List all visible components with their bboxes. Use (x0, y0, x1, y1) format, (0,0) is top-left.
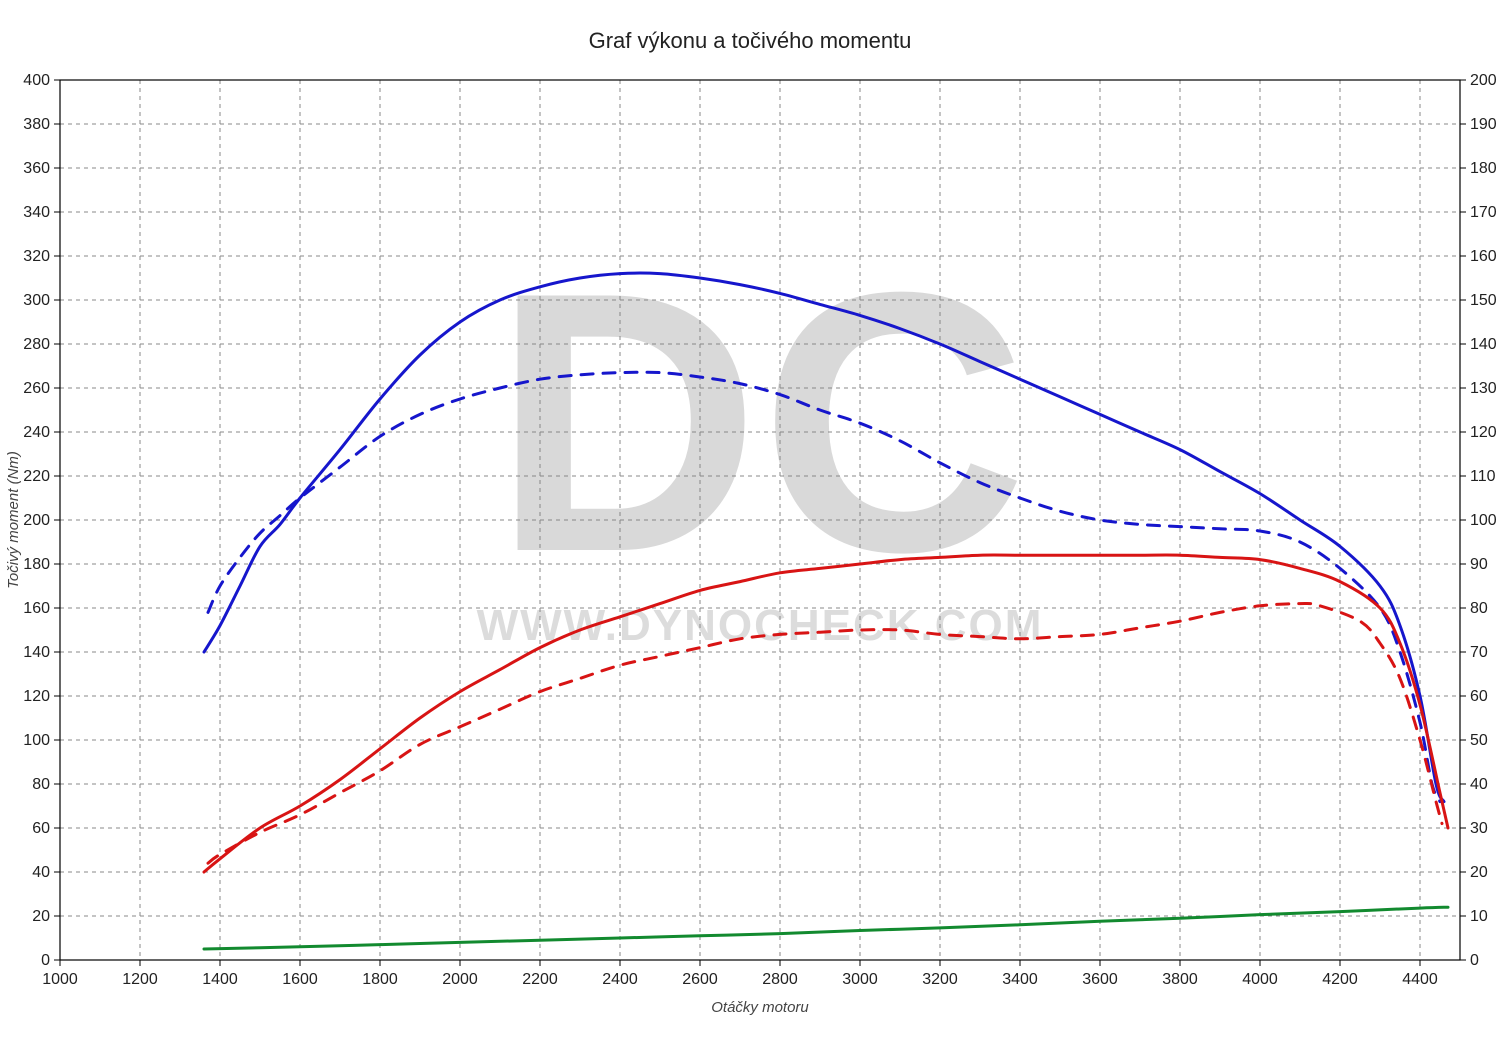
svg-text:90: 90 (1470, 556, 1488, 573)
svg-text:340: 340 (23, 204, 50, 221)
series-aux_green (204, 907, 1448, 949)
svg-text:150: 150 (1470, 292, 1497, 309)
svg-text:4000: 4000 (1242, 971, 1278, 988)
svg-text:2200: 2200 (522, 971, 558, 988)
svg-text:130: 130 (1470, 380, 1497, 397)
x-axis-label: Otáčky motoru (711, 999, 809, 1016)
svg-text:280: 280 (23, 336, 50, 353)
svg-text:3000: 3000 (842, 971, 878, 988)
svg-text:320: 320 (23, 248, 50, 265)
svg-text:3600: 3600 (1082, 971, 1118, 988)
svg-text:80: 80 (32, 776, 50, 793)
svg-text:160: 160 (23, 600, 50, 617)
svg-text:180: 180 (23, 556, 50, 573)
svg-text:1400: 1400 (202, 971, 238, 988)
svg-text:160: 160 (1470, 248, 1497, 265)
svg-text:20: 20 (1470, 864, 1488, 881)
svg-text:80: 80 (1470, 600, 1488, 617)
svg-text:0: 0 (41, 952, 50, 969)
svg-text:1800: 1800 (362, 971, 398, 988)
svg-text:200: 200 (1470, 72, 1497, 89)
svg-text:3200: 3200 (922, 971, 958, 988)
svg-text:3400: 3400 (1002, 971, 1038, 988)
y-left-axis-label: Točivý moment (Nm) (5, 451, 22, 589)
svg-text:190: 190 (1470, 116, 1497, 133)
svg-text:400: 400 (23, 72, 50, 89)
svg-text:110: 110 (1470, 468, 1496, 485)
svg-text:60: 60 (32, 820, 50, 837)
svg-text:1200: 1200 (122, 971, 158, 988)
svg-text:170: 170 (1470, 204, 1497, 221)
svg-text:220: 220 (23, 468, 50, 485)
svg-text:140: 140 (1470, 336, 1497, 353)
svg-text:180: 180 (1470, 160, 1497, 177)
svg-text:100: 100 (1470, 512, 1497, 529)
svg-text:260: 260 (23, 380, 50, 397)
svg-text:3800: 3800 (1162, 971, 1198, 988)
dyno-chart: DCWWW.DYNOCHECK.COM100012001400160018002… (0, 0, 1500, 1041)
svg-text:30: 30 (1470, 820, 1488, 837)
svg-text:200: 200 (23, 512, 50, 529)
svg-text:0: 0 (1470, 952, 1479, 969)
svg-text:2000: 2000 (442, 971, 478, 988)
svg-text:40: 40 (32, 864, 50, 881)
svg-text:1600: 1600 (282, 971, 318, 988)
svg-text:120: 120 (23, 688, 50, 705)
svg-text:50: 50 (1470, 732, 1488, 749)
chart-container: Graf výkonu a točivého momentu DCWWW.DYN… (0, 0, 1500, 1041)
svg-text:140: 140 (23, 644, 50, 661)
svg-text:10: 10 (1470, 908, 1488, 925)
svg-text:40: 40 (1470, 776, 1488, 793)
svg-text:4400: 4400 (1402, 971, 1438, 988)
svg-text:20: 20 (32, 908, 50, 925)
svg-text:1000: 1000 (42, 971, 78, 988)
svg-text:240: 240 (23, 424, 50, 441)
chart-title: Graf výkonu a točivého momentu (0, 28, 1500, 54)
svg-text:60: 60 (1470, 688, 1488, 705)
svg-text:100: 100 (23, 732, 50, 749)
svg-text:70: 70 (1470, 644, 1488, 661)
svg-text:120: 120 (1470, 424, 1497, 441)
svg-text:2800: 2800 (762, 971, 798, 988)
svg-text:300: 300 (23, 292, 50, 309)
svg-text:4200: 4200 (1322, 971, 1358, 988)
svg-text:380: 380 (23, 116, 50, 133)
svg-text:2600: 2600 (682, 971, 718, 988)
svg-text:2400: 2400 (602, 971, 638, 988)
svg-text:360: 360 (23, 160, 50, 177)
